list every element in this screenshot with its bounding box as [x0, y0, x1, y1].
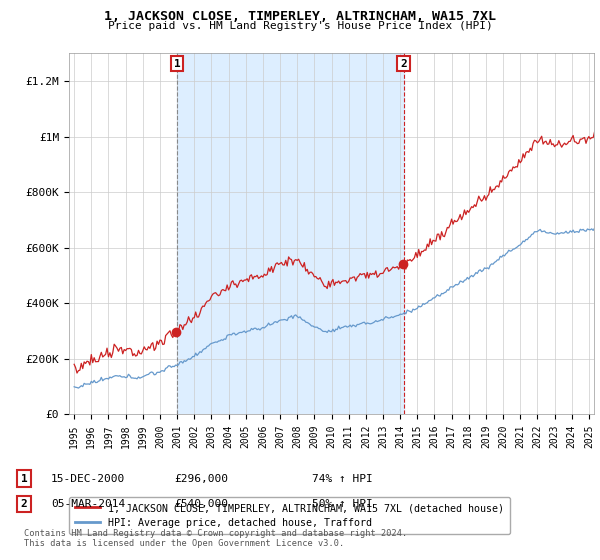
Text: 2: 2 — [20, 499, 28, 509]
Text: 05-MAR-2014: 05-MAR-2014 — [51, 499, 125, 509]
Text: Price paid vs. HM Land Registry's House Price Index (HPI): Price paid vs. HM Land Registry's House … — [107, 21, 493, 31]
Text: 15-DEC-2000: 15-DEC-2000 — [51, 474, 125, 484]
Text: 1, JACKSON CLOSE, TIMPERLEY, ALTRINCHAM, WA15 7XL: 1, JACKSON CLOSE, TIMPERLEY, ALTRINCHAM,… — [104, 10, 496, 23]
Text: 50% ↑ HPI: 50% ↑ HPI — [312, 499, 373, 509]
Legend: 1, JACKSON CLOSE, TIMPERLEY, ALTRINCHAM, WA15 7XL (detached house), HPI: Average: 1, JACKSON CLOSE, TIMPERLEY, ALTRINCHAM,… — [69, 497, 510, 534]
Bar — [177, 53, 404, 414]
Text: Contains HM Land Registry data © Crown copyright and database right 2024.
This d: Contains HM Land Registry data © Crown c… — [24, 529, 407, 548]
Text: 1: 1 — [174, 59, 181, 69]
Text: 74% ↑ HPI: 74% ↑ HPI — [312, 474, 373, 484]
Text: 1: 1 — [20, 474, 28, 484]
Text: £296,000: £296,000 — [174, 474, 228, 484]
Text: 2: 2 — [400, 59, 407, 69]
Text: £540,000: £540,000 — [174, 499, 228, 509]
